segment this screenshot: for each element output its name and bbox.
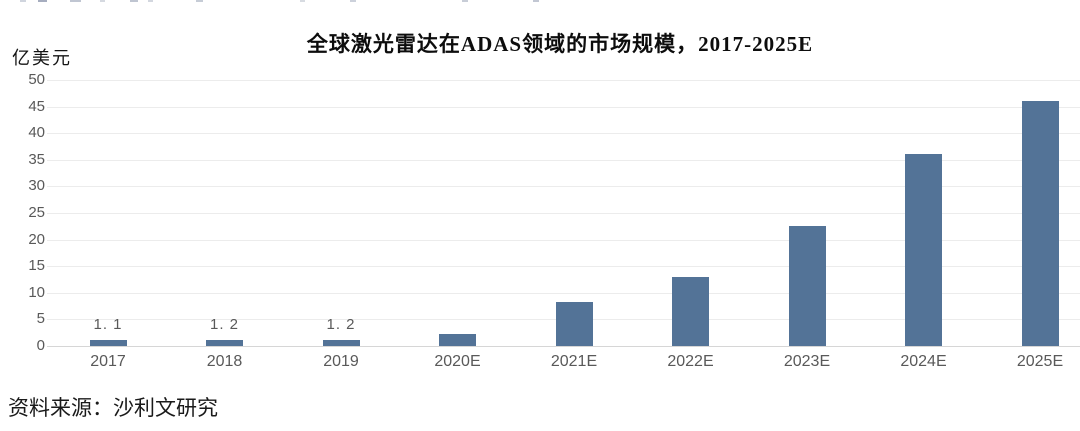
crop-artifact <box>130 0 138 2</box>
gridline-y50 <box>47 80 1080 81</box>
y-tick-label-40: 40 <box>28 124 45 142</box>
gridline-y15 <box>47 266 1080 268</box>
bar-value-label-2018: 1. 2 <box>209 315 240 333</box>
gridline-y45 <box>47 106 1080 108</box>
crop-artifact <box>462 0 468 2</box>
x-tick-label-2020E: 2020E <box>434 353 481 370</box>
bar-2019 <box>322 339 360 346</box>
crop-artifact <box>196 0 203 2</box>
bar-2024E <box>905 154 942 346</box>
gridline-y0 <box>47 346 1080 347</box>
x-tick-label-2025E: 2025E <box>1016 353 1064 370</box>
y-axis-unit-label: 亿美元 <box>12 48 72 68</box>
gridline-y40 <box>47 133 1080 135</box>
bar-2023E <box>788 226 826 346</box>
x-tick-label-2021E: 2021E <box>550 353 598 370</box>
x-tick-label-2022E: 2022E <box>667 353 714 370</box>
bar-value-label-2017: 1. 1 <box>93 316 123 334</box>
y-tick-label-35: 35 <box>28 150 45 168</box>
y-tick-label-15: 15 <box>28 257 45 275</box>
gridline-y30 <box>47 186 1080 188</box>
x-tick-label-2018: 2018 <box>206 353 243 370</box>
bar-2018 <box>206 339 243 346</box>
x-tick-label-2019: 2019 <box>323 353 359 370</box>
x-tick-label-2023E: 2023E <box>783 353 831 370</box>
gridline-y20 <box>47 239 1080 241</box>
x-tick-label-2017: 2017 <box>90 353 126 370</box>
y-tick-label-20: 20 <box>28 230 45 248</box>
y-tick-label-45: 45 <box>28 97 45 115</box>
bar-2021E <box>555 301 593 346</box>
crop-artifact <box>20 0 26 2</box>
bar-2025E <box>1021 101 1059 346</box>
y-tick-label-10: 10 <box>28 283 45 301</box>
gridline-y35 <box>47 159 1080 161</box>
bar-2017 <box>89 340 127 346</box>
bar-value-label-2019: 1. 2 <box>326 315 356 333</box>
source-note: 资料来源：沙利文研究 <box>8 396 218 420</box>
gridline-y10 <box>47 292 1080 294</box>
y-tick-label-5: 5 <box>36 310 45 328</box>
bar-2020E <box>439 334 476 346</box>
y-tick-label-50: 50 <box>28 71 45 88</box>
crop-artifact <box>300 0 305 2</box>
y-tick-label-0: 0 <box>36 337 45 354</box>
crop-artifact <box>148 0 153 2</box>
plot-area <box>47 80 1080 347</box>
gridline-y25 <box>47 213 1080 214</box>
crop-artifact <box>100 0 105 2</box>
crop-artifact <box>350 0 356 2</box>
y-tick-label-30: 30 <box>28 177 45 195</box>
y-tick-label-25: 25 <box>28 204 45 221</box>
crop-artifact <box>533 0 539 2</box>
x-tick-label-2024E: 2024E <box>900 353 947 370</box>
crop-artifact <box>38 0 47 2</box>
bar-2022E <box>672 276 709 346</box>
crop-artifact <box>70 0 81 2</box>
chart-title: 全球激光雷达在ADAS领域的市场规模，2017-2025E <box>306 32 814 56</box>
